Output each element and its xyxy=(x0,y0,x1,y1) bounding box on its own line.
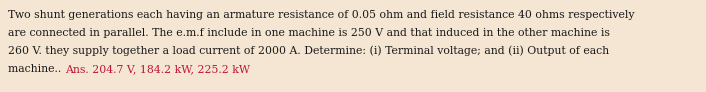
Text: Ans. 204.7 V, 184.2 kW, 225.2 kW: Ans. 204.7 V, 184.2 kW, 225.2 kW xyxy=(65,64,250,74)
Text: machine..: machine.. xyxy=(8,64,65,74)
Text: 260 V. they supply together a load current of 2000 A. Determine: (i) Terminal vo: 260 V. they supply together a load curre… xyxy=(8,46,609,56)
Text: Two shunt generations each having an armature resistance of 0.05 ohm and field r: Two shunt generations each having an arm… xyxy=(8,10,635,20)
Text: are connected in parallel. The e.m.f include in one machine is 250 V and that in: are connected in parallel. The e.m.f inc… xyxy=(8,28,610,38)
